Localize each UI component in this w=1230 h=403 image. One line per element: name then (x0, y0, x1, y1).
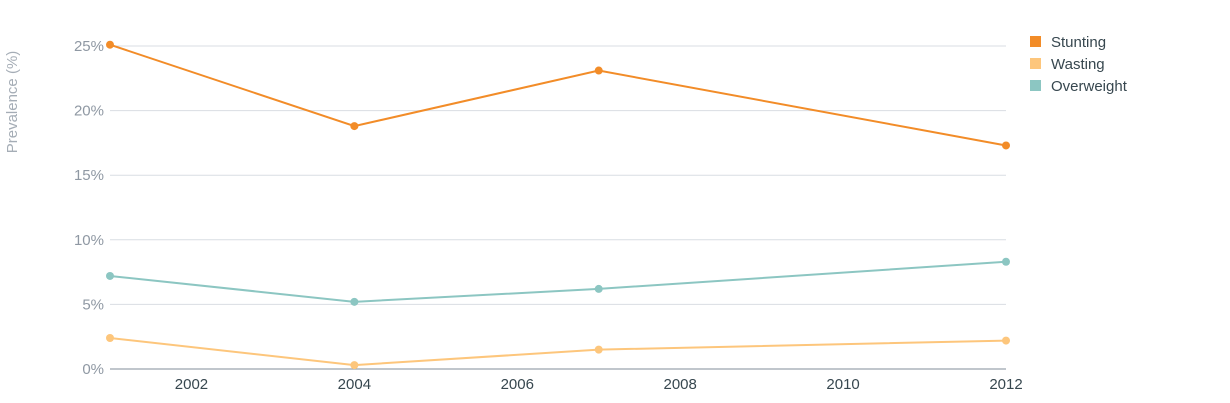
series-line-stunting (109, 43, 1007, 147)
y-tick-label: 5% (82, 296, 104, 313)
data-point-stunting[interactable] (594, 66, 603, 75)
y-tick-label: 15% (74, 167, 104, 184)
y-tick-label: 25% (74, 38, 104, 55)
data-point-wasting[interactable] (106, 333, 114, 342)
x-tick-label: 2004 (338, 376, 371, 393)
y-tick-label: 20% (74, 103, 104, 120)
data-point-stunting[interactable] (1002, 141, 1010, 150)
x-tick-label: 2006 (501, 376, 534, 393)
legend: Stunting Wasting Overweight (1030, 34, 1128, 95)
data-point-stunting[interactable] (350, 122, 359, 131)
x-tick-label: 2002 (175, 376, 208, 393)
data-point-overweight[interactable] (594, 284, 603, 293)
y-tick-label: 10% (74, 232, 104, 249)
data-point-overweight[interactable] (350, 297, 359, 306)
y-tick-label: 0% (82, 361, 104, 378)
series-layer (106, 40, 1010, 370)
data-point-wasting[interactable] (350, 361, 359, 370)
data-point-wasting[interactable] (1002, 336, 1010, 345)
series-line-overweight (109, 260, 1007, 303)
series-line-wasting (109, 336, 1007, 367)
legend-label[interactable]: Wasting (1051, 56, 1105, 73)
y-axis-ticks: 0% 5% 10% 15% 20% 25% (74, 38, 104, 378)
data-point-stunting[interactable] (106, 40, 114, 49)
legend-label[interactable]: Overweight (1051, 78, 1128, 95)
data-point-overweight[interactable] (106, 271, 114, 280)
x-tick-label: 2010 (826, 376, 859, 393)
data-point-wasting[interactable] (594, 345, 603, 354)
x-tick-label: 2012 (989, 376, 1022, 393)
legend-swatch (1030, 58, 1041, 69)
x-axis-ticks: 2002 2004 2006 2008 2010 2012 (175, 376, 1023, 393)
y-axis-label: Prevalence (%) (4, 51, 21, 154)
gridlines (110, 45, 1006, 370)
legend-label[interactable]: Stunting (1051, 34, 1106, 51)
data-point-overweight[interactable] (1002, 257, 1010, 266)
legend-swatch (1030, 80, 1041, 91)
legend-swatch (1030, 36, 1041, 47)
x-tick-label: 2008 (663, 376, 696, 393)
